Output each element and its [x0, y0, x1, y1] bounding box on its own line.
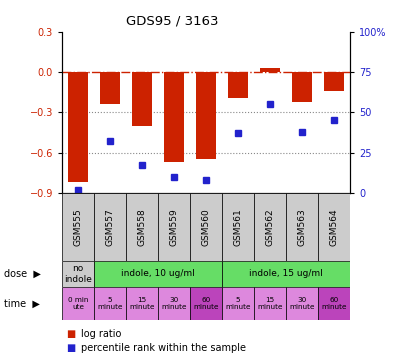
Bar	[100, 72, 120, 104]
Text: time  ▶: time ▶	[4, 298, 40, 308]
Bar	[228, 72, 248, 98]
Text: log ratio: log ratio	[81, 329, 122, 339]
Text: 30
minute: 30 minute	[289, 297, 315, 310]
Bar	[324, 72, 344, 91]
Bar	[260, 68, 280, 72]
Bar	[254, 287, 286, 320]
Text: GSM557: GSM557	[106, 208, 114, 246]
Bar	[318, 193, 350, 261]
Text: indole, 10 ug/ml: indole, 10 ug/ml	[121, 270, 195, 278]
Text: 5
minute: 5 minute	[97, 297, 123, 310]
Text: dose  ▶: dose ▶	[4, 269, 41, 279]
Text: GSM563: GSM563	[298, 208, 306, 246]
Bar	[318, 287, 350, 320]
Bar	[94, 287, 126, 320]
Text: GSM558: GSM558	[138, 208, 146, 246]
Text: 0 min
ute: 0 min ute	[68, 297, 88, 310]
Bar	[68, 72, 88, 182]
Bar	[132, 72, 152, 126]
Text: indole, 15 ug/ml: indole, 15 ug/ml	[249, 270, 323, 278]
Text: 15
minute: 15 minute	[257, 297, 283, 310]
Text: 60
minute: 60 minute	[193, 297, 219, 310]
Bar	[62, 287, 94, 320]
Text: 5
minute: 5 minute	[225, 297, 251, 310]
Bar	[222, 193, 254, 261]
Text: ■: ■	[66, 343, 75, 353]
Text: 15
minute: 15 minute	[129, 297, 155, 310]
Text: GDS95 / 3163: GDS95 / 3163	[126, 14, 218, 27]
Text: GSM564: GSM564	[330, 208, 338, 246]
Bar	[158, 287, 190, 320]
Bar	[286, 193, 318, 261]
Bar	[222, 287, 254, 320]
Bar	[62, 261, 94, 287]
Text: GSM555: GSM555	[74, 208, 82, 246]
Bar	[190, 193, 222, 261]
Text: GSM562: GSM562	[266, 208, 274, 246]
Bar	[94, 261, 222, 287]
Bar	[190, 287, 222, 320]
Bar	[94, 193, 126, 261]
Bar	[126, 193, 158, 261]
Bar	[126, 287, 158, 320]
Bar	[196, 72, 216, 159]
Text: 60
minute: 60 minute	[321, 297, 347, 310]
Bar	[292, 72, 312, 102]
Bar	[254, 193, 286, 261]
Text: ■: ■	[66, 329, 75, 339]
Bar	[164, 72, 184, 162]
Bar	[222, 261, 350, 287]
Bar	[286, 287, 318, 320]
Text: 30
minute: 30 minute	[161, 297, 187, 310]
Text: GSM560: GSM560	[202, 208, 210, 246]
Text: GSM561: GSM561	[234, 208, 242, 246]
Bar	[62, 193, 94, 261]
Text: GSM559: GSM559	[170, 208, 178, 246]
Bar	[158, 193, 190, 261]
Text: percentile rank within the sample: percentile rank within the sample	[81, 343, 246, 353]
Text: no
indole: no indole	[64, 264, 92, 284]
